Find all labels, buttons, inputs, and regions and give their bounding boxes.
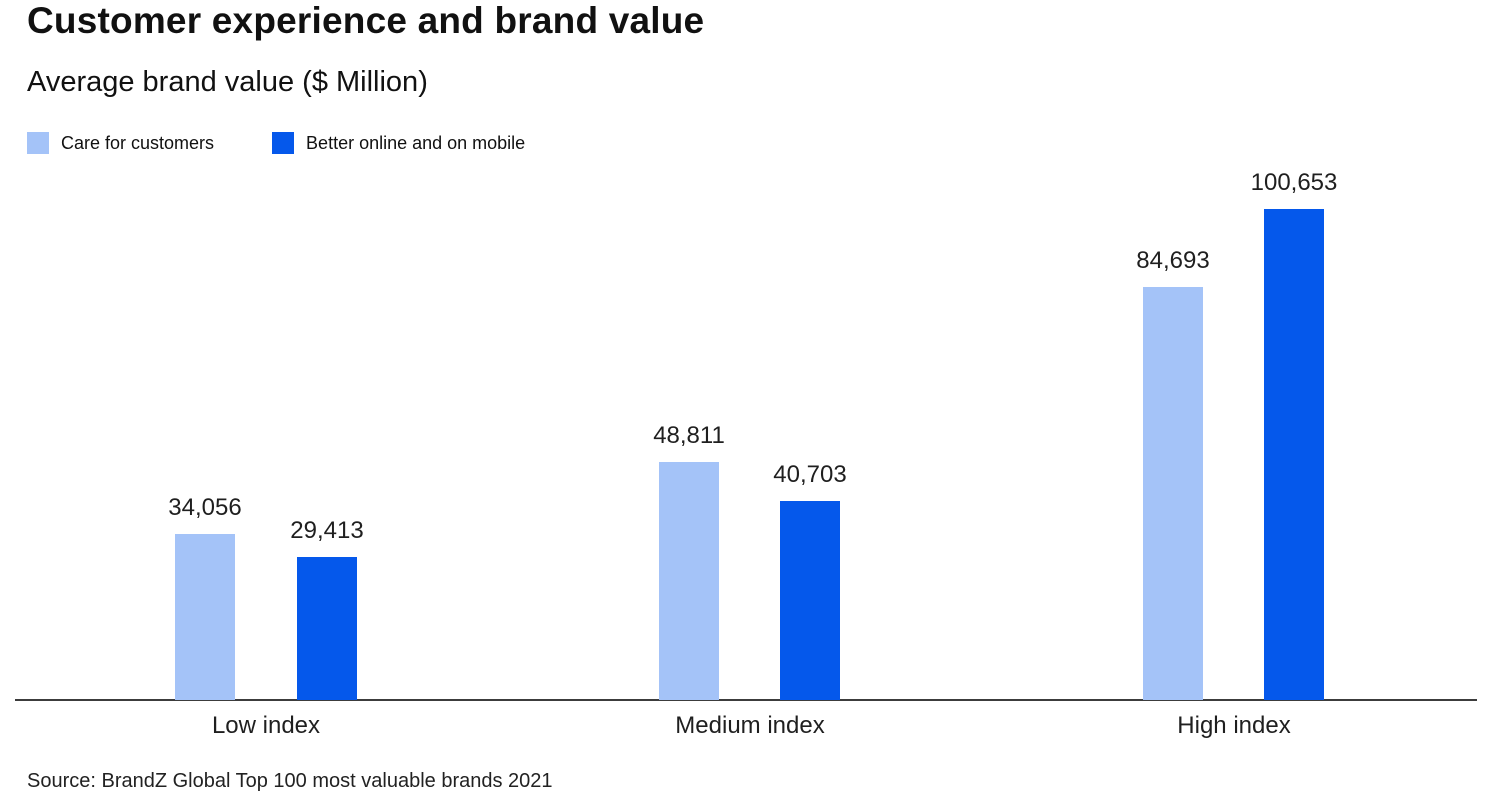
bar-high-index-better-online-and-on-mobile bbox=[1264, 209, 1324, 700]
x-axis-label: High index bbox=[1177, 712, 1291, 739]
legend-label: Better online and on mobile bbox=[306, 132, 526, 153]
legend-label: Care for customers bbox=[61, 132, 215, 153]
bar-value-label: 100,653 bbox=[1250, 169, 1338, 196]
x-axis-label: Low index bbox=[211, 712, 321, 739]
bar-low-index-care-for-customers bbox=[175, 534, 235, 700]
bar-high-index-care-for-customers bbox=[1143, 287, 1203, 700]
bar-value-label: 48,811 bbox=[653, 422, 725, 449]
legend: Care for customers Better online and on … bbox=[27, 132, 525, 154]
legend-swatch-light-blue bbox=[27, 132, 49, 154]
chart-title: Customer experience and brand value bbox=[27, 0, 705, 41]
bar-value-label: 29,413 bbox=[290, 517, 364, 544]
x-axis-line bbox=[15, 699, 1477, 701]
bar-medium-index-care-for-customers bbox=[659, 462, 719, 700]
source-note: Source: BrandZ Global Top 100 most valua… bbox=[27, 770, 553, 792]
bar-value-label: 40,703 bbox=[773, 461, 847, 488]
bar-value-label: 34,056 bbox=[168, 494, 242, 521]
bar-medium-index-better-online-and-on-mobile bbox=[780, 501, 840, 700]
legend-item-care-for-customers: Care for customers bbox=[27, 132, 214, 154]
bar-low-index-better-online-and-on-mobile bbox=[297, 557, 357, 700]
bar-value-label: 84,693 bbox=[1136, 247, 1210, 274]
legend-item-better-online-and-on-mobile: Better online and on mobile bbox=[272, 132, 525, 154]
chart-subtitle: Average brand value ($ Million) bbox=[27, 66, 428, 98]
legend-swatch-dark-blue bbox=[272, 132, 295, 154]
x-axis-label: Medium index bbox=[675, 712, 825, 739]
